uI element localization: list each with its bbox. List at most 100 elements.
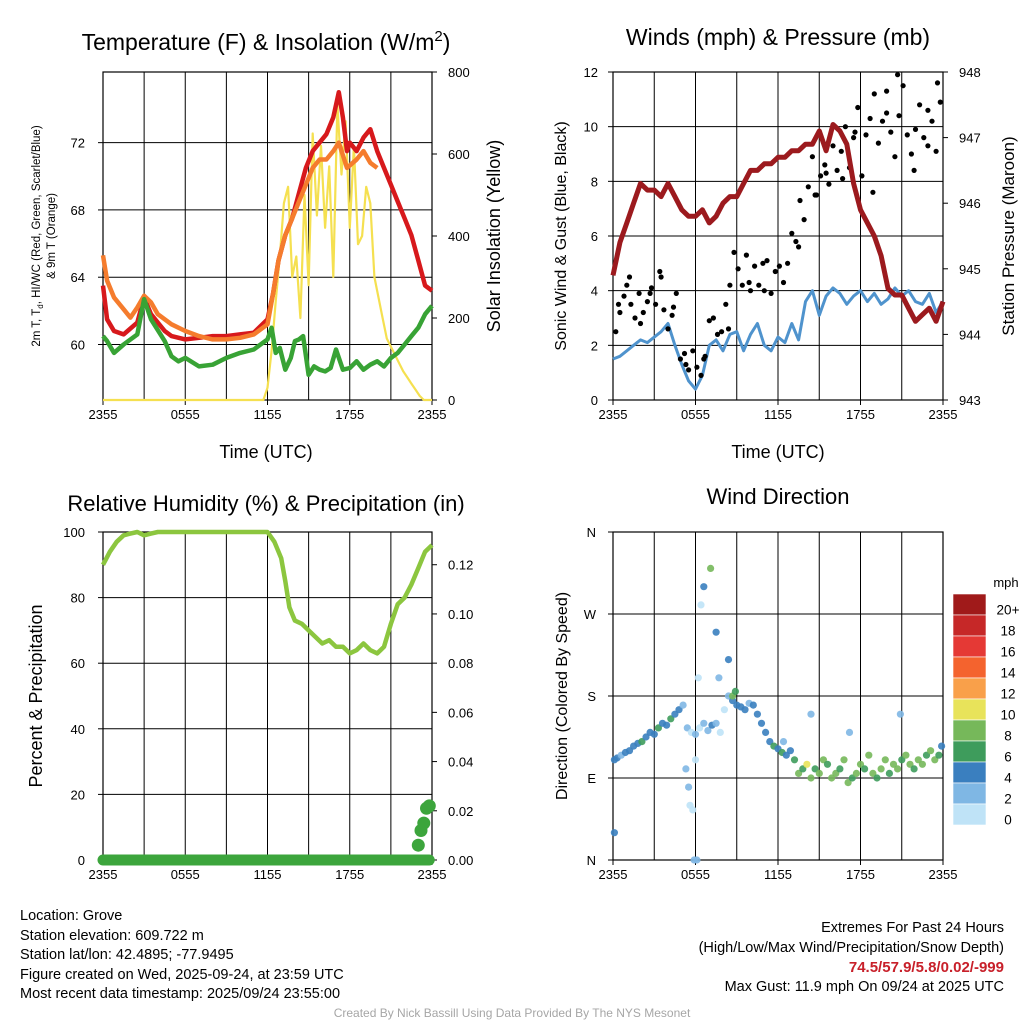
- gust-point: [933, 148, 939, 154]
- humidity-ytick-label: 20: [71, 787, 85, 802]
- gust-point: [780, 279, 787, 286]
- gust-point: [613, 329, 619, 335]
- gust-point: [677, 356, 684, 362]
- speed-legend-label: 10: [1000, 708, 1015, 723]
- gust-point: [701, 356, 707, 362]
- speed-legend-label: 0: [1004, 813, 1012, 828]
- humidity-panel: Relative Humidity (%) & Precipitation (i…: [26, 491, 473, 882]
- precip-ytick-label: 0.00: [448, 853, 473, 868]
- gust-point: [698, 372, 704, 378]
- wind-direction-point: [803, 760, 811, 768]
- wind-direction-point: [852, 769, 861, 778]
- gust-point: [809, 154, 816, 160]
- speed-legend-title: mph: [993, 575, 1018, 590]
- gust-point: [911, 167, 917, 173]
- temperature-ylabel: 2m T, Td, HI/WC (Red, Green, Scarlet/Blu…: [31, 125, 45, 346]
- gust-point: [818, 173, 824, 179]
- wind-direction-point: [654, 724, 663, 732]
- wind-direction-point: [625, 747, 634, 755]
- gust-point: [870, 189, 876, 195]
- wind-direction-point: [840, 756, 848, 764]
- insolation-line: [103, 103, 432, 402]
- gust-point: [621, 293, 627, 299]
- gust-point: [863, 132, 869, 138]
- wind-direction-point: [815, 769, 823, 778]
- wind-direction-point: [861, 765, 869, 773]
- wind-direction-point: [731, 687, 740, 696]
- winds-ytick-label: 12: [584, 65, 598, 80]
- gust-point: [653, 301, 659, 307]
- wind-direction-point: [828, 774, 836, 782]
- wind-direction-xtick-label: 1155: [764, 867, 792, 882]
- temperature-xlabel: Time (UTC): [219, 442, 312, 462]
- speed-legend-swatch: [952, 593, 987, 616]
- humidity-ytick-label: 80: [71, 591, 85, 606]
- winds-panel: Winds (mph) & Pressure (mb) Time (UTC) S…: [553, 24, 1018, 462]
- speed-legend-swatch: [952, 803, 987, 826]
- gust-point: [838, 148, 844, 154]
- winds-ytick-label: 6: [591, 229, 598, 244]
- gust-point: [615, 301, 622, 307]
- wind-direction-point: [910, 765, 918, 773]
- temperature-ytick-label: 68: [71, 203, 85, 218]
- gust-point: [657, 268, 663, 275]
- gust-point: [937, 99, 943, 105]
- gust-point: [637, 320, 644, 327]
- extremes-title: Extremes For Past 24 Hours: [821, 920, 1004, 936]
- precip-ytick-label: 0.08: [448, 656, 473, 671]
- speed-legend-swatch: [952, 635, 987, 658]
- precip-ytick-label: 0.06: [448, 705, 473, 720]
- gust-point: [929, 118, 935, 124]
- speed-legend-swatch: [952, 614, 987, 637]
- wind-direction-point: [869, 769, 877, 778]
- wind-direction-point: [807, 774, 815, 782]
- speed-legend-label: 6: [1004, 750, 1012, 765]
- speed-legend-label: 2: [1004, 792, 1012, 807]
- speed-legend-swatch: [952, 782, 987, 805]
- winds-ylabel: Sonic Wind & Gust (Blue, Black): [553, 121, 570, 350]
- wind-direction-point: [885, 769, 894, 778]
- wind-direction-point: [749, 701, 757, 709]
- gust-point: [879, 118, 886, 124]
- gust-point: [725, 326, 732, 332]
- wind-direction-point: [865, 751, 873, 759]
- gust-point: [842, 124, 849, 130]
- humidity-ytick-label: 0: [78, 853, 85, 868]
- gust-point: [686, 367, 692, 373]
- speed-legend-label: 14: [1000, 666, 1016, 681]
- wind-direction-point: [694, 674, 702, 682]
- insolation-ytick-label: 400: [448, 229, 470, 244]
- wind-direction-point: [682, 765, 690, 773]
- wind-direction-point: [823, 760, 832, 768]
- gust-point: [731, 249, 737, 255]
- wind-direction-point: [638, 738, 646, 746]
- pressure-ytick-label: 944: [959, 327, 981, 342]
- gust-point: [840, 176, 846, 182]
- winds-ytick-label: 0: [591, 393, 598, 408]
- gust-point: [834, 167, 840, 173]
- temperature-ylabel-line2: & 9m T (Orange): [46, 193, 58, 279]
- wind-direction-ytick-label: N: [587, 853, 596, 868]
- wind-direction-point: [679, 701, 687, 709]
- wind-direction-xtick-label: 1755: [846, 867, 875, 882]
- wind-direction-point: [786, 747, 795, 755]
- pressure-ytick-label: 948: [959, 65, 981, 80]
- gust-point: [789, 230, 795, 236]
- wind-direction-point: [844, 779, 852, 787]
- gust-point: [900, 83, 906, 89]
- speed-legend-swatch: [952, 656, 987, 679]
- credit-line: Created By Nick Bassill Using Data Provi…: [333, 1006, 691, 1020]
- gust-point: [647, 290, 653, 296]
- precip-point: [417, 816, 431, 830]
- pressure-ytick-label: 943: [959, 393, 981, 408]
- gust-point: [822, 162, 828, 168]
- gust-point: [648, 285, 655, 291]
- gust-point: [851, 135, 857, 141]
- pressure-ylabel: Station Pressure (Maroon): [999, 136, 1018, 335]
- wind-direction-xtick-label: 2355: [599, 867, 628, 882]
- gust-point: [670, 304, 677, 310]
- gust-point: [764, 258, 770, 264]
- gust-point: [826, 181, 832, 187]
- winds-xtick-label: 2355: [599, 407, 628, 422]
- gust-point: [867, 115, 873, 122]
